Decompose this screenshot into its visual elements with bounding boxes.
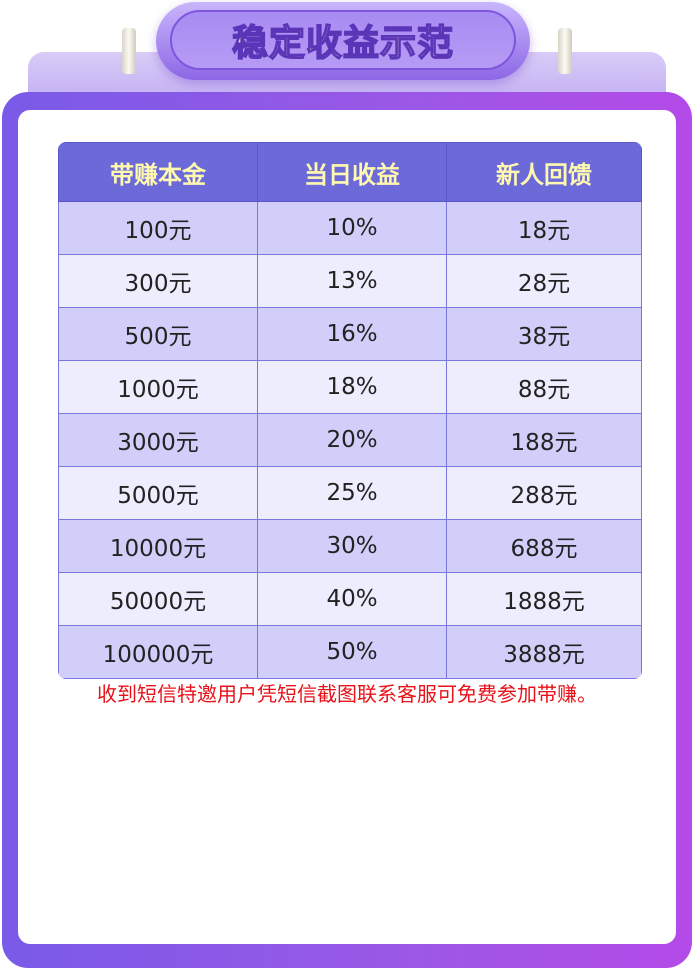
cell-daily-return: 50%: [257, 625, 447, 679]
cell-daily-return: 25%: [257, 466, 447, 520]
cell-bonus: 1888元: [446, 572, 642, 626]
cell-bonus: 38元: [446, 307, 642, 361]
cell-daily-return: 20%: [257, 413, 447, 467]
table-header: 带赚本金 当日收益 新人回馈: [58, 142, 642, 202]
table-row: 1000元 18% 88元: [58, 360, 642, 414]
cell-principal: 100000元: [58, 625, 258, 679]
cell-principal: 500元: [58, 307, 258, 361]
cell-daily-return: 18%: [257, 360, 447, 414]
cell-principal: 100元: [58, 201, 258, 255]
cell-bonus: 288元: [446, 466, 642, 520]
earnings-table: 带赚本金 当日收益 新人回馈 100元 10% 18元 300元 13% 28元 500元 1…: [58, 142, 642, 679]
cell-principal: 1000元: [58, 360, 258, 414]
table-row: 50000元 40% 1888元: [58, 572, 642, 626]
table-row: 100000元 50% 3888元: [58, 625, 642, 679]
cell-bonus: 688元: [446, 519, 642, 573]
notice-text: 收到短信特邀用户凭短信截图联系客服可免费参加带赚。: [97, 682, 597, 706]
cell-daily-return: 30%: [257, 519, 447, 573]
title-banner: 稳定收益示范: [156, 2, 530, 80]
cell-daily-return: 13%: [257, 254, 447, 308]
cell-principal: 3000元: [58, 413, 258, 467]
cell-daily-return: 16%: [257, 307, 447, 361]
header-bonus: 新人回馈: [446, 142, 642, 202]
table-row: 10000元 30% 688元: [58, 519, 642, 573]
cell-bonus: 18元: [446, 201, 642, 255]
cell-principal: 5000元: [58, 466, 258, 520]
cell-daily-return: 40%: [257, 572, 447, 626]
cell-bonus: 88元: [446, 360, 642, 414]
table-row: 5000元 25% 288元: [58, 466, 642, 520]
cell-bonus: 3888元: [446, 625, 642, 679]
table-row: 500元 16% 38元: [58, 307, 642, 361]
cell-bonus: 188元: [446, 413, 642, 467]
table-row: 3000元 20% 188元: [58, 413, 642, 467]
right-pipe-decoration: [558, 28, 572, 74]
cell-bonus: 28元: [446, 254, 642, 308]
header-daily-return: 当日收益: [257, 142, 447, 202]
page-title: 稳定收益示范: [231, 22, 454, 65]
cell-principal: 10000元: [58, 519, 258, 573]
table-row: 300元 13% 28元: [58, 254, 642, 308]
cell-daily-return: 10%: [257, 201, 447, 255]
left-pipe-decoration: [122, 28, 136, 74]
header-principal: 带赚本金: [58, 142, 258, 202]
cell-principal: 50000元: [58, 572, 258, 626]
table-row: 100元 10% 18元: [58, 201, 642, 255]
cell-principal: 300元: [58, 254, 258, 308]
